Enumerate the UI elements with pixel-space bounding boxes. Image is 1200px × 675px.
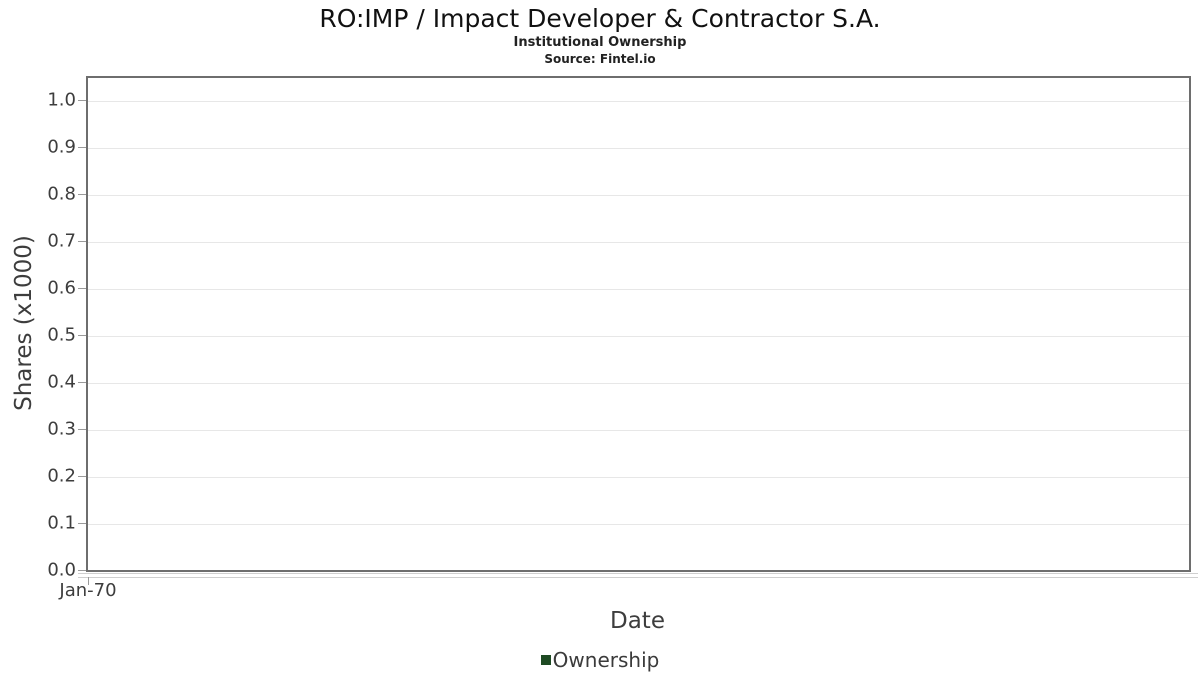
gridline [88, 524, 1189, 525]
y-tick-mark [78, 100, 86, 101]
x-tick-label: Jan-70 [59, 580, 117, 601]
y-tick-label: 0.6 [47, 277, 76, 299]
gridline [88, 242, 1189, 243]
gridline [88, 148, 1189, 149]
y-tick-label: 0.1 [47, 512, 76, 534]
gridline [88, 383, 1189, 384]
chart-title: RO:IMP / Impact Developer & Contractor S… [319, 4, 881, 33]
plot-area [86, 76, 1191, 572]
y-tick-label: 1.0 [47, 89, 76, 111]
x-axis-line [78, 573, 1198, 574]
gridline [88, 477, 1189, 478]
gridline [88, 289, 1189, 290]
x-axis-line-secondary [78, 577, 1198, 578]
y-tick-label: 0.3 [47, 418, 76, 440]
gridline [88, 195, 1189, 196]
y-tick-label: 0.8 [47, 183, 76, 205]
x-axis-title: Date [610, 608, 665, 634]
y-tick-mark [78, 382, 86, 383]
chart-source: Source: Fintel.io [544, 52, 656, 66]
y-tick-mark [78, 476, 86, 477]
y-tick-label: 0.4 [47, 371, 76, 393]
gridline [88, 336, 1189, 337]
legend: Ownership [0, 648, 1200, 672]
y-tick-label: 0.2 [47, 465, 76, 487]
y-tick-mark [78, 523, 86, 524]
y-tick-label: 0.7 [47, 230, 76, 252]
y-tick-mark [78, 429, 86, 430]
chart-subtitle: Institutional Ownership [513, 35, 687, 50]
legend-marker-ownership[interactable] [540, 655, 551, 665]
x-tick-mark [88, 577, 89, 585]
y-tick-mark [78, 194, 86, 195]
y-tick-label: 0.5 [47, 324, 76, 346]
y-tick-label: 0.0 [47, 559, 76, 581]
gridline [88, 430, 1189, 431]
y-tick-mark [78, 335, 86, 336]
y-tick-mark [78, 241, 86, 242]
legend-label-ownership[interactable]: Ownership [552, 648, 660, 672]
y-tick-mark [78, 570, 86, 571]
gridline [88, 101, 1189, 102]
y-tick-mark [78, 147, 86, 148]
y-tick-label: 0.9 [47, 136, 76, 158]
y-tick-mark [78, 288, 86, 289]
